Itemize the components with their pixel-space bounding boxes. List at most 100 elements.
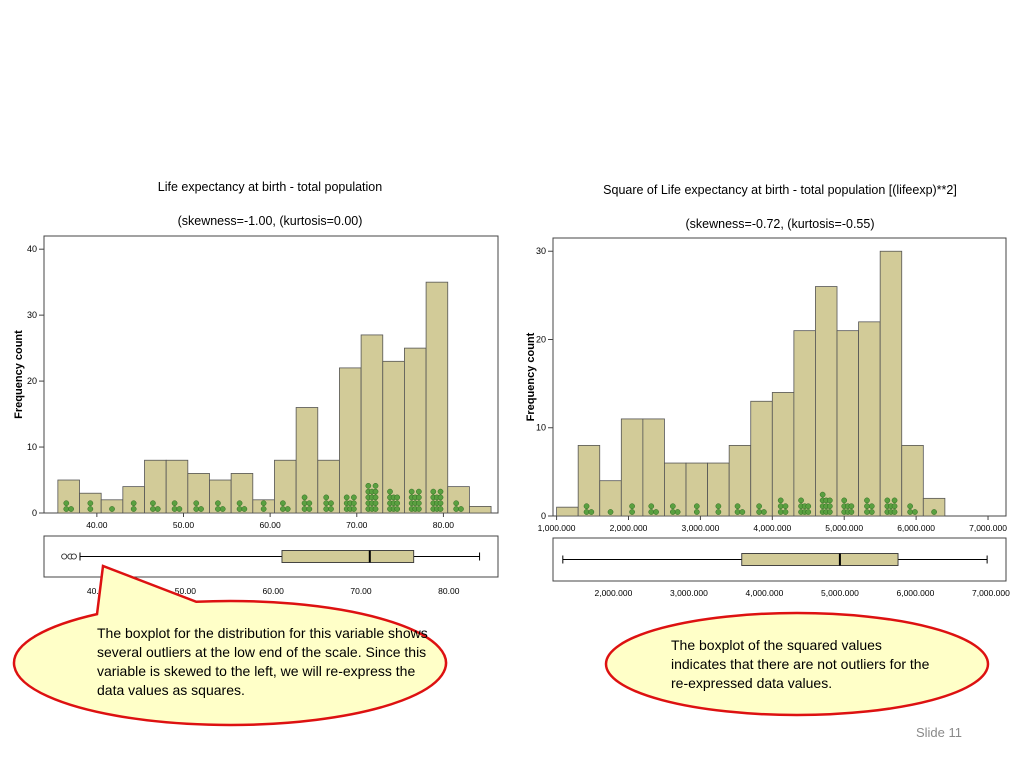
y-tick-label: 30 — [27, 310, 37, 320]
boxplot-tick-label: 4,000.000 — [745, 588, 783, 598]
data-dot — [260, 506, 267, 512]
data-dot — [260, 500, 267, 507]
data-dot — [372, 494, 379, 501]
data-dot — [674, 509, 681, 515]
y-tick-label: 10 — [27, 442, 37, 452]
data-dot — [351, 500, 357, 507]
data-dot — [826, 497, 833, 504]
data-dot — [241, 506, 248, 512]
data-dot — [891, 497, 898, 504]
boxplot-tick-label: 60.00 — [263, 586, 285, 596]
y-axis-label: Frequency count — [525, 332, 537, 421]
data-dot — [176, 506, 183, 512]
chart1-title: Life expectancy at birth - total populat… — [157, 180, 383, 194]
data-dot — [387, 488, 393, 495]
y-tick-label: 0 — [32, 508, 37, 518]
data-dot — [328, 506, 334, 512]
chart2-histogram: 0 10 20 30 1,000.000 2,000.000 3,000.000 4,000.… — [525, 237, 1010, 598]
data-dot — [826, 503, 833, 510]
data-dot — [653, 509, 659, 515]
data-dot — [63, 500, 70, 507]
callout-left-bubble — [12, 564, 448, 727]
data-dot — [372, 482, 379, 489]
data-dot — [416, 500, 422, 507]
x-tick-label: 5,000.000 — [825, 523, 863, 533]
data-dot — [437, 506, 444, 512]
callout-right-text: The boxplot of the squared values indica… — [671, 637, 930, 691]
slide-number: Slide 11 — [915, 725, 962, 740]
data-dot — [931, 509, 937, 515]
y-axis-label: Frequency count — [13, 330, 25, 419]
data-dot — [453, 500, 460, 507]
chart2-subtitle: (skewness=-0.72, (kurtosis=-0.55) — [685, 217, 875, 231]
chart1-histogram: 0 10 20 30 40 40.00 50.00 60.00 70.00 80.00 Freque… — [13, 235, 499, 596]
x-tick-label: 1,000.000 — [538, 523, 576, 533]
data-dot — [394, 500, 401, 507]
data-dot — [715, 503, 722, 510]
x-tick-label: 50.00 — [173, 520, 195, 530]
histogram-bar — [469, 506, 492, 514]
data-dot — [912, 509, 918, 515]
data-dot — [782, 509, 789, 515]
data-dot — [841, 497, 848, 504]
x-tick-label: 80.00 — [433, 520, 455, 530]
y-tick-label: 20 — [27, 376, 37, 386]
x-tick-label: 60.00 — [259, 520, 281, 530]
boxplot-tick-label: 3,000.000 — [670, 588, 708, 598]
data-dot — [236, 500, 243, 507]
callout-left-text: The boxplot for the distribution for thi… — [97, 625, 428, 698]
boxplot-tick-label: 70.00 — [350, 586, 372, 596]
histogram-bar — [230, 473, 254, 514]
boxplot-tick-label: 6,000.000 — [896, 588, 934, 598]
callout-right-bubble — [604, 611, 990, 717]
boxplot-outlier — [70, 553, 77, 560]
data-dot — [408, 488, 415, 495]
data-dot — [756, 503, 762, 510]
data-dot — [219, 506, 226, 512]
histogram-bar — [901, 444, 924, 517]
data-dot — [306, 500, 313, 507]
chart2-title: Square of Life expectancy at birth - tot… — [603, 183, 957, 197]
data-dot — [372, 488, 379, 495]
data-dot — [693, 503, 700, 510]
boxplot-tick-label: 2,000.000 — [594, 588, 632, 598]
data-dot — [150, 500, 156, 507]
data-dot — [280, 500, 286, 507]
data-dot — [739, 509, 746, 515]
chart1-subtitle: (skewness=-1.00, (kurtosis=0.00) — [177, 214, 363, 228]
data-dot — [607, 509, 614, 515]
data-dot — [761, 509, 767, 515]
histogram-bar — [922, 497, 946, 517]
boxplot-tick-label: 50.00 — [175, 586, 197, 596]
data-dot — [848, 509, 855, 515]
x-tick-label: 4,000.000 — [753, 523, 791, 533]
boxplot-tick-label: 40.00 — [87, 586, 109, 596]
data-dot — [351, 506, 357, 512]
data-dot — [130, 506, 137, 512]
data-dot — [87, 506, 94, 512]
data-dot — [171, 500, 178, 507]
data-dot — [648, 503, 655, 510]
data-dot — [372, 506, 379, 512]
data-dot — [430, 488, 437, 495]
y-tick-label: 20 — [536, 334, 546, 344]
data-dot — [437, 488, 444, 495]
data-dot — [437, 494, 444, 501]
data-dot — [583, 503, 590, 510]
boxplot-outlier — [61, 553, 68, 560]
data-dot — [394, 494, 401, 501]
data-dot — [868, 503, 875, 510]
data-dot — [907, 503, 913, 510]
data-dot — [306, 506, 313, 512]
data-dot — [629, 509, 635, 515]
data-dot — [819, 491, 826, 498]
data-dot — [891, 509, 898, 515]
histogram-bar — [879, 250, 903, 517]
data-dot — [458, 506, 464, 512]
data-dot — [394, 506, 401, 512]
data-dot — [328, 500, 334, 507]
data-dot — [826, 509, 833, 515]
x-tick-label: 70.00 — [346, 520, 368, 530]
boxplot-tick-label: 80.00 — [438, 586, 460, 596]
